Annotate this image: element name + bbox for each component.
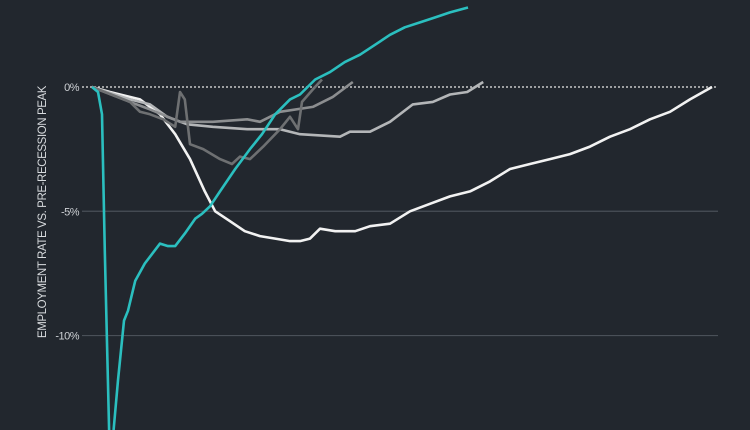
y-axis-label: EMPLOYMENT RATE VS. PRE-RECESSION PEAK xyxy=(37,85,49,338)
series-lines xyxy=(91,6,713,430)
series-line-0 xyxy=(91,85,713,243)
series-line-2 xyxy=(91,80,354,124)
series-line-3 xyxy=(91,78,323,166)
series-line-4 xyxy=(91,6,469,430)
y-tick-label: 0% xyxy=(64,82,80,94)
gridlines xyxy=(82,86,718,337)
y-tick-label: -5% xyxy=(61,206,80,218)
y-axis-ticks: 0% -5% -10% xyxy=(55,82,80,343)
y-tick-label: -10% xyxy=(55,331,79,343)
